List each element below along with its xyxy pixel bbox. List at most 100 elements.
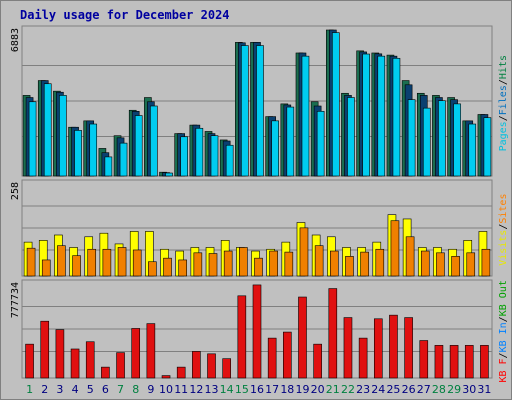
bar-fill — [267, 337, 277, 379]
bar-fill — [223, 250, 233, 277]
bar-fill — [298, 296, 307, 379]
bar-fill — [313, 343, 322, 379]
bar-fill — [180, 136, 188, 177]
bar-kb-f-day-11 — [176, 366, 186, 379]
bar-sites-day-31 — [481, 248, 491, 277]
x-tick-label: 17 — [265, 383, 279, 396]
bar-fill — [330, 250, 339, 277]
legend-sites: Sites — [498, 194, 509, 224]
bar-fill — [163, 257, 172, 277]
x-axis-labels: 1 2 3 4 5 6 7 8 9 10 11 12 13 14 15 16 17 18 19 20 21 22 23 24 2… — [26, 383, 491, 396]
bar-fill — [210, 135, 219, 177]
bar-pages-day-23 — [362, 53, 370, 177]
legend-separator: / — [498, 79, 509, 85]
bar-sites-day-17 — [269, 250, 278, 277]
bar-kb-f-day-22 — [343, 317, 353, 379]
bar-kb-f-day-14 — [222, 358, 231, 379]
chart-title: Daily usage for December 2024 — [20, 8, 230, 22]
bar-fill — [225, 144, 234, 177]
bar-pages-day-1 — [28, 101, 37, 177]
bar-pages-day-25 — [392, 57, 401, 177]
bar-sites-day-30 — [466, 252, 476, 277]
bar-fill — [269, 250, 278, 277]
bar-fill — [25, 343, 34, 379]
bar-kb-f-day-26 — [404, 317, 413, 379]
bar-kb-f-day-16 — [252, 284, 262, 379]
legend-kb-out: KB Out — [498, 280, 509, 316]
bar-fill — [407, 99, 416, 177]
bar-fill — [392, 57, 401, 177]
legend-files: Files — [498, 85, 509, 115]
x-tick-label: 24 — [371, 383, 385, 396]
x-tick-label: 2 — [41, 383, 48, 396]
bar-sites-day-7 — [117, 247, 127, 277]
bar-fill — [193, 252, 203, 277]
panel-legend: KB F/KB In/KB Out — [498, 280, 509, 382]
bar-sites-day-15 — [239, 247, 248, 277]
bar-fill — [119, 142, 128, 177]
bar-sites-day-3 — [57, 245, 66, 277]
bar-fill — [102, 248, 112, 277]
bar-fill — [286, 106, 295, 177]
bar-pages-day-27 — [422, 107, 431, 177]
bar-sites-day-24 — [375, 248, 385, 277]
x-tick-label: 6 — [102, 383, 109, 396]
bar-fill — [301, 55, 310, 177]
bar-fill — [85, 341, 95, 379]
bar-pages-day-7 — [119, 142, 128, 177]
x-tick-label: 31 — [477, 383, 491, 396]
bar-pages-day-14 — [225, 144, 234, 177]
bar-fill — [131, 328, 141, 379]
x-tick-label: 16 — [250, 383, 264, 396]
bar-kb-f-day-7 — [116, 352, 125, 379]
bar-fill — [176, 366, 186, 379]
x-tick-label: 25 — [386, 383, 400, 396]
bar-fill — [436, 252, 445, 277]
bar-pages-day-26 — [407, 99, 416, 177]
bar-fill — [40, 320, 50, 379]
bar-kb-f-day-9 — [146, 323, 156, 379]
bar-fill — [483, 117, 492, 177]
bar-sites-day-10 — [163, 257, 172, 277]
bar-fill — [43, 83, 52, 177]
x-tick-label: 28 — [432, 383, 446, 396]
bar-sites-day-8 — [132, 249, 142, 277]
bar-fill — [55, 329, 65, 379]
bar-sites-day-22 — [345, 256, 354, 277]
x-tick-label: 12 — [189, 383, 203, 396]
bar-sites-day-16 — [254, 257, 263, 277]
bar-fill — [74, 130, 82, 177]
bar-fill — [26, 247, 36, 277]
bar-sites-day-6 — [102, 248, 112, 277]
bar-fill — [453, 103, 461, 177]
x-tick-label: 1 — [26, 383, 33, 396]
legend-separator: / — [498, 352, 509, 358]
bar-pages-day-5 — [89, 123, 98, 177]
bar-fill — [480, 345, 489, 379]
bar-fill — [150, 105, 158, 177]
bar-fill — [360, 251, 369, 277]
bar-fill — [404, 317, 413, 379]
bar-fill — [87, 248, 97, 277]
bar-fill — [146, 323, 156, 379]
bar-pages-day-20 — [316, 111, 325, 177]
bar-fill — [222, 358, 231, 379]
legend-hits: Hits — [498, 55, 509, 79]
panel-visits-sites: 258 Visits/Sites — [10, 179, 509, 277]
bar-pages-day-13 — [210, 135, 219, 177]
bar-sites-day-19 — [299, 227, 309, 277]
bar-sites-day-18 — [284, 251, 294, 277]
bar-fill — [192, 351, 201, 379]
x-tick-label: 26 — [402, 383, 416, 396]
bar-fill — [468, 123, 477, 177]
bar-fill — [89, 123, 98, 177]
x-tick-label: 7 — [117, 383, 124, 396]
bar-kb-f-day-3 — [55, 329, 65, 379]
x-tick-label: 14 — [220, 383, 234, 396]
x-tick-label: 19 — [295, 383, 309, 396]
bar-pages-day-18 — [286, 106, 295, 177]
bar-fill — [241, 45, 249, 177]
bar-fill — [70, 348, 80, 379]
